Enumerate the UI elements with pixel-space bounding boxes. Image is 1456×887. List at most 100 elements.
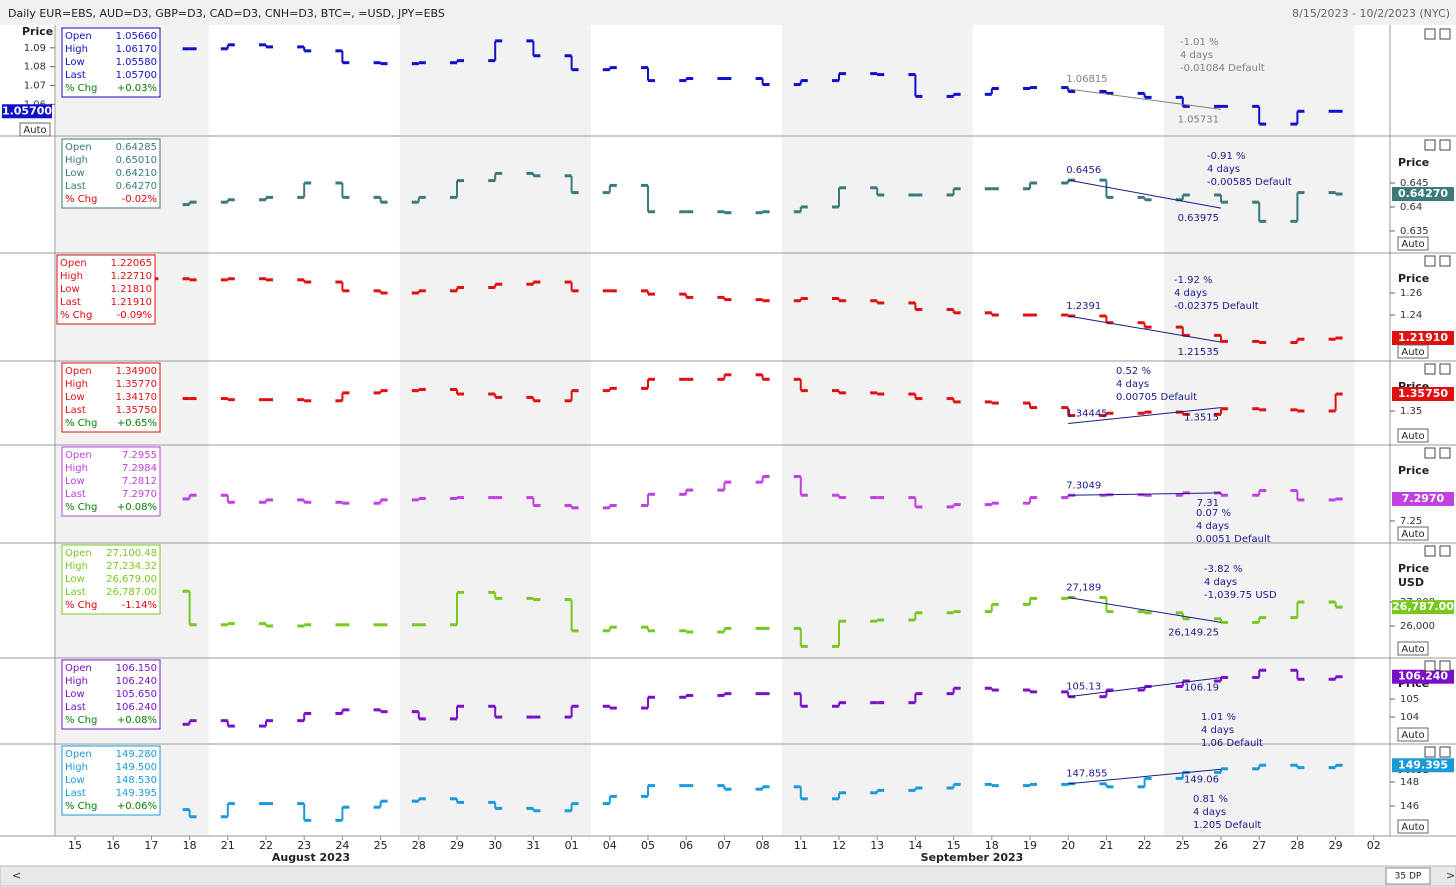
auto-button[interactable]: [1397, 819, 1429, 834]
auto-button[interactable]: [1397, 727, 1429, 742]
scrollbar[interactable]: [0, 865, 1456, 887]
x-tick-label: 18: [985, 839, 999, 852]
last-price-badge: [1392, 387, 1454, 402]
panel-icon[interactable]: [1439, 255, 1451, 267]
x-tick-label: 04: [603, 839, 617, 852]
annotation: 1.205 Default: [1193, 820, 1261, 831]
x-tick-label: 01: [565, 839, 579, 852]
panel-icon[interactable]: [1424, 363, 1436, 375]
panel-icon[interactable]: [1424, 139, 1436, 151]
panel-icon[interactable]: [1424, 660, 1436, 672]
x-tick-label: 08: [756, 839, 770, 852]
x-tick-label: 11: [794, 839, 808, 852]
info-value: 27,234.32: [106, 561, 157, 572]
x-tick-label: 20: [1061, 839, 1075, 852]
info-value: +0.03%: [117, 83, 157, 94]
info-value: 1.35750: [116, 405, 157, 416]
panel-icon[interactable]: [1424, 28, 1436, 40]
info-value: 1.21810: [111, 284, 152, 295]
info-value: 1.34170: [116, 392, 157, 403]
info-box: [61, 659, 161, 730]
info-label: High: [65, 676, 88, 687]
week-shading: [55, 25, 1355, 836]
info-label: High: [65, 379, 88, 390]
info-value: 106.240: [116, 702, 157, 713]
info-label: Open: [60, 258, 87, 269]
info-box: [61, 362, 161, 433]
panel-icon[interactable]: [1439, 363, 1451, 375]
info-value: 1.05700: [116, 70, 157, 81]
auto-button[interactable]: [1397, 526, 1429, 541]
annotation: 0.07 %: [1196, 508, 1231, 519]
panel-icon[interactable]: [1424, 746, 1436, 758]
panel-icon[interactable]: [1424, 255, 1436, 267]
info-label: Low: [60, 284, 80, 295]
trend-line: [1068, 315, 1222, 343]
info-label: Low: [65, 168, 85, 179]
auto-button[interactable]: [1397, 641, 1429, 656]
info-label: Low: [65, 689, 85, 700]
auto-button[interactable]: [1397, 344, 1429, 359]
annotation: 0.52 %: [1116, 366, 1151, 377]
trend-end-label: 106.19: [1184, 683, 1219, 694]
x-tick-label: 22: [1138, 839, 1152, 852]
info-value: +0.06%: [117, 801, 157, 812]
x-tick-label: 07: [717, 839, 731, 852]
annotation: -3.82 %: [1204, 564, 1243, 575]
x-tick-label: 17: [144, 839, 158, 852]
panel-icon[interactable]: [1439, 545, 1451, 557]
info-label: Low: [65, 574, 85, 585]
panel-icon[interactable]: [1439, 746, 1451, 758]
info-label: High: [65, 155, 88, 166]
info-label: Low: [65, 775, 85, 786]
week-band: [399, 25, 591, 836]
info-label: Open: [65, 749, 92, 760]
info-value: -0.02%: [122, 194, 157, 205]
info-value: -1.14%: [122, 600, 157, 611]
axis-label: Price: [1398, 464, 1429, 477]
info-value: 1.05580: [116, 57, 157, 68]
scroll-right[interactable]: >: [1446, 869, 1455, 882]
info-label: Open: [65, 548, 92, 559]
scroll-left[interactable]: <: [12, 869, 21, 882]
info-label: Last: [65, 788, 86, 799]
date-range: 8/15/2023 - 10/2/2023 (NYC): [1292, 7, 1450, 20]
y-tick-label: 1.07: [24, 80, 46, 91]
trend-start-label: 105.13: [1066, 682, 1101, 693]
auto-button[interactable]: [19, 122, 51, 137]
y-tick-label: 104: [1400, 712, 1419, 723]
annotation: 4 days: [1204, 577, 1237, 588]
info-value: 1.22065: [111, 258, 152, 269]
auto-button[interactable]: [1397, 236, 1429, 251]
info-value: 149.280: [116, 749, 157, 760]
annotation: 1.06 Default: [1201, 738, 1263, 749]
axis-label: Price: [1398, 272, 1429, 285]
y-tick-label: 1.24: [1400, 310, 1422, 321]
panel-icon[interactable]: [1424, 447, 1436, 459]
auto-button[interactable]: [1397, 428, 1429, 443]
panel-icon[interactable]: [1424, 545, 1436, 557]
auto-label: Auto: [1401, 431, 1424, 442]
info-label: % Chg: [65, 801, 97, 812]
info-label: Open: [65, 450, 92, 461]
y-tick-label: 0.645: [1400, 178, 1429, 189]
info-value: +0.65%: [117, 418, 157, 429]
x-tick-label: 28: [412, 839, 426, 852]
info-value: 1.22710: [111, 271, 152, 282]
annotation: 0.81 %: [1193, 794, 1228, 805]
info-label: % Chg: [65, 194, 97, 205]
panel-icon[interactable]: [1439, 447, 1451, 459]
panel-icon[interactable]: [1439, 139, 1451, 151]
panel-icon[interactable]: [1439, 660, 1451, 672]
info-label: High: [65, 463, 88, 474]
last-price-badge: [1392, 491, 1454, 506]
trend-start-label: 1.06815: [1066, 74, 1107, 85]
x-tick-label: 29: [1329, 839, 1343, 852]
panel-icon[interactable]: [1439, 28, 1451, 40]
trend-end-label: 0.63975: [1178, 213, 1219, 224]
info-box: [56, 254, 156, 325]
trend-end-label: 1.21535: [1178, 347, 1219, 358]
trend-end-label: 1.05731: [1178, 114, 1219, 125]
zoom-box[interactable]: [1385, 867, 1431, 885]
info-label: Low: [65, 392, 85, 403]
